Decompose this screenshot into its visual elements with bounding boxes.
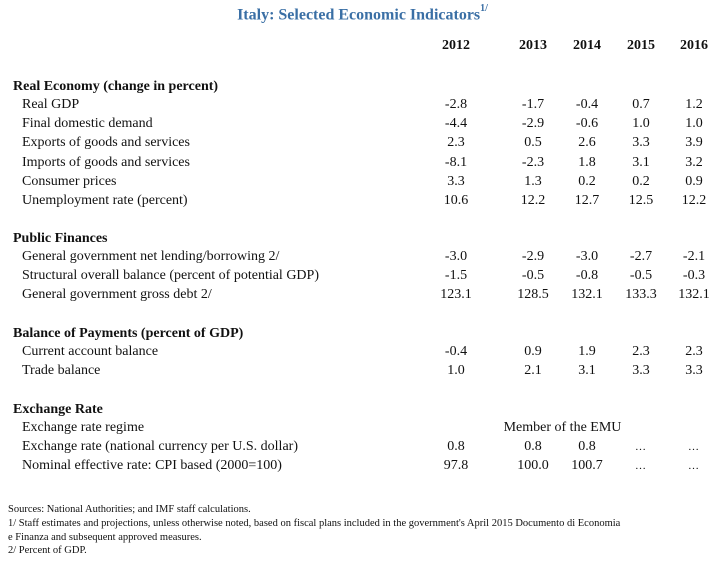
row-label: Final domestic demand [22,116,153,132]
row-label: Unemployment rate (percent) [22,193,188,208]
section-heading: Real Economy (change in percent) [13,79,219,94]
table-cell: 0.5 [524,135,542,151]
table-cell: 2.6 [578,135,596,151]
footnote-line: e Finanza and subsequent approved measur… [8,532,202,543]
table-cell: 132.1 [678,287,710,303]
table-cell: 132.1 [571,287,603,303]
table-cell: 2.3 [632,344,650,359]
table-cell: 1.9 [578,344,596,359]
year-header-2014: 2014 [573,38,601,53]
table-cell: 3.1 [578,363,596,379]
table-cell: 2.3 [685,344,703,359]
table-cell: 0.9 [524,344,542,359]
table-cell: -4.4 [444,116,468,132]
year-header-2013: 2013 [519,38,547,53]
table-cell: -2.9 [521,249,545,264]
table-cell: 2.1 [524,363,542,379]
row-label: Consumer prices [22,173,117,189]
table-cell: -1.5 [444,268,468,284]
table-cell: 3.2 [685,154,703,170]
table-cell: -1.7 [521,97,545,112]
table-cell: 3.3 [632,135,650,151]
table-cell: -3.0 [444,249,468,264]
title-footnote-marker: 1/ [480,3,488,14]
table-cell: -0.5 [629,268,653,284]
table-cell: 0.7 [632,97,650,112]
table-cell: 1.2 [685,97,703,112]
year-header-2012: 2012 [442,38,470,53]
table-cell: … [635,441,647,454]
table-cell: -2.7 [629,249,653,264]
table-cell: 100.7 [571,458,603,474]
table-cell: -0.8 [575,268,599,284]
table-cell: -0.5 [521,268,545,284]
table-cell: -2.3 [521,154,545,170]
table-cell: 0.9 [685,173,703,189]
table-cell: 12.5 [628,193,654,208]
footnote-line: 1/ Staff estimates and projections, unle… [8,518,621,529]
year-header-2016: 2016 [680,38,708,53]
table-cell: 10.6 [443,193,469,208]
footnote-line: 2/ Percent of GDP. [8,545,87,556]
row-label: General government net lending/borrowing… [22,249,280,264]
year-header-2015: 2015 [627,38,655,53]
row-label: Trade balance [22,363,101,379]
table-cell: … [688,441,700,454]
table-cell: -0.3 [682,268,706,284]
table-cell: 12.2 [520,193,546,208]
regime-value: Member of the EMU [503,420,622,435]
table-cell: 0.2 [578,173,596,189]
table-cell: 2.3 [447,135,465,151]
section-heading: Public Finances [13,231,108,246]
table-cell: 1.0 [632,116,650,132]
table-cell: 0.8 [447,439,465,455]
table-cell: 97.8 [443,458,469,474]
table-cell: -3.0 [575,249,599,264]
table-cell: -2.8 [444,97,468,112]
table-cell: 1.8 [578,154,596,170]
table-cell: 3.3 [685,363,703,379]
table-cell: 128.5 [517,287,549,303]
table-cell: 3.3 [632,363,650,379]
section-heading: Exchange Rate [13,402,103,417]
table-cell: 100.0 [517,458,549,474]
table-cell: 133.3 [625,287,657,303]
row-label: Real GDP [22,97,80,112]
table-cell: -2.1 [682,249,706,264]
table-cell: … [688,460,700,473]
table-cell: 1.0 [685,116,703,132]
table-cell: -8.1 [444,154,468,170]
table-cell: 12.2 [681,193,707,208]
table-cell: 3.3 [447,173,465,189]
row-label: Exchange rate regime [22,420,145,435]
table-cell: -0.6 [575,116,599,132]
row-label: Exports of goods and services [22,135,190,151]
row-label: General government gross debt 2/ [22,287,212,303]
table-cell: 1.3 [524,173,542,189]
table-cell: 0.2 [632,173,650,189]
table-cell: 3.1 [632,154,650,170]
table-cell: 0.8 [578,439,596,455]
footnote-line: Sources: National Authorities; and IMF s… [8,504,251,515]
table-cell: 0.8 [524,439,542,455]
table-cell: -0.4 [444,344,468,359]
row-label: Structural overall balance (percent of p… [22,268,319,284]
table-cell: -2.9 [521,116,545,132]
row-label: Exchange rate (national currency per U.S… [22,439,298,455]
table-title: Italy: Selected Economic Indicators1/ [0,3,725,24]
row-label: Current account balance [22,344,159,359]
table-cell: -0.4 [575,97,599,112]
table-cell: 3.9 [685,135,703,151]
table-cell: 1.0 [447,363,465,379]
row-label: Nominal effective rate: CPI based (2000=… [22,458,282,474]
section-heading: Balance of Payments (percent of GDP) [13,326,244,341]
table-cell: 12.7 [574,193,600,208]
table-cell: 123.1 [440,287,472,303]
table-cell: … [635,460,647,473]
row-label: Imports of goods and services [22,154,190,170]
table-title-text: Italy: Selected Economic Indicators [237,6,481,24]
